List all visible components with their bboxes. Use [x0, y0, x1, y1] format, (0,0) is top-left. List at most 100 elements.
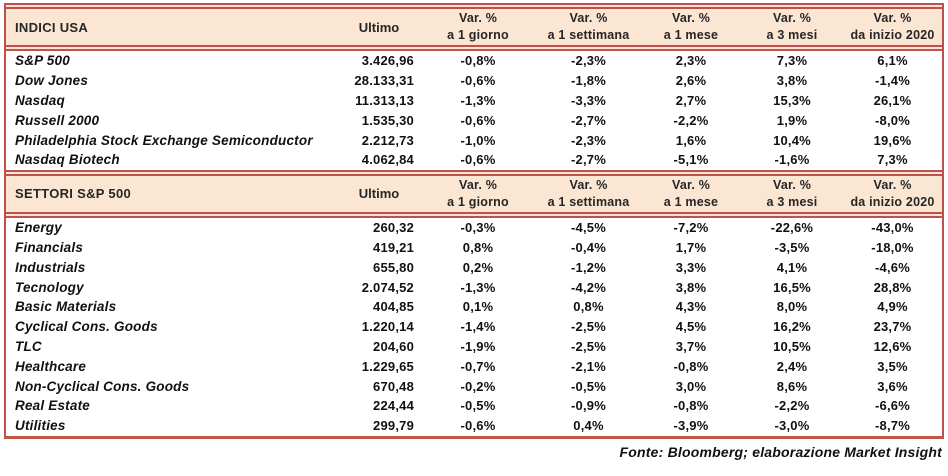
row-var-3months: -22,6% — [770, 220, 814, 236]
row-var-1week: -3,3% — [571, 92, 606, 108]
row-name: Russell 2000 — [15, 112, 100, 128]
row-var-1month: 1,7% — [675, 239, 707, 255]
var-label: Var. % — [772, 11, 812, 26]
row-name: Basic Materials — [15, 299, 117, 315]
section-header-band: INDICI USA Ultimo Var. % a 1 giorno Var. … — [6, 3, 942, 51]
market-table: INDICI USA Ultimo Var. % a 1 giorno Var. … — [4, 3, 944, 436]
table-row: Industrials 655,80 0,2% -1,2% 3,3% 4,1% … — [6, 257, 942, 278]
row-var-1week: -2,3% — [571, 132, 606, 148]
row-var-3months: -2,2% — [774, 398, 810, 414]
table-row: Dow Jones 28.133,31 -0,6% -1,8% 2,6% 3,8… — [6, 70, 942, 91]
source-footer: Fonte: Bloomberg; elaborazione Market In… — [619, 443, 942, 460]
row-var-ytd2020: -18,0% — [871, 239, 914, 255]
col-header-var-1month: Var. % a 1 mese — [641, 177, 741, 211]
var-period: da inizio 2020 — [850, 28, 935, 42]
row-var-3months: 16,2% — [773, 319, 811, 335]
row-var-1month: 3,8% — [675, 279, 707, 295]
row-ultimo-value: 1.220,14 — [361, 319, 414, 335]
row-var-1day: -0,8% — [460, 53, 496, 69]
row-var-1day: -0,5% — [460, 398, 496, 414]
row-var-3months: 15,3% — [773, 92, 811, 108]
row-var-ytd2020: -6,6% — [875, 398, 910, 414]
row-var-3months: 2,4% — [776, 358, 808, 374]
row-var-3months: 1,9% — [776, 112, 808, 128]
col-header-ultimo: Ultimo — [358, 19, 400, 35]
row-ultimo-value: 11.313,13 — [355, 92, 414, 108]
row-var-1week: -2,7% — [571, 152, 606, 168]
var-period: a 1 settimana — [547, 194, 630, 209]
row-ultimo-value: 4.062,84 — [361, 152, 414, 168]
row-var-1month: -0,8% — [673, 398, 709, 414]
row-var-1month: 2,7% — [675, 92, 707, 108]
row-name: Real Estate — [15, 398, 90, 414]
row-name: Financials — [15, 239, 84, 255]
row-ultimo-value: 2.074,52 — [361, 279, 414, 295]
row-var-1week: -2,5% — [571, 319, 606, 335]
row-var-ytd2020: 3,6% — [877, 378, 908, 394]
row-ultimo-value: 2.212,73 — [361, 132, 414, 148]
var-period: a 3 mesi — [766, 194, 818, 209]
row-var-1day: -1,3% — [460, 92, 496, 108]
row-ultimo-value: 28.133,31 — [354, 73, 414, 89]
table-row: Financials 419,21 0,8% -0,4% 1,7% -3,5% … — [6, 237, 942, 258]
row-var-1day: -0,6% — [460, 152, 496, 168]
row-var-ytd2020: 23,7% — [873, 319, 912, 335]
row-var-1day: -0,6% — [460, 418, 496, 434]
col-header-var-1month: Var. % a 1 mese — [641, 10, 741, 44]
row-var-1day: -0,7% — [460, 358, 496, 374]
row-name: Non-Cyclical Cons. Goods — [15, 378, 190, 394]
row-var-1week: -2,1% — [571, 358, 606, 374]
row-var-1day: -1,9% — [460, 338, 496, 354]
table-row: Basic Materials 404,85 0,1% 0,8% 4,3% 8,… — [6, 296, 942, 317]
row-var-1week: -4,5% — [571, 220, 606, 236]
row-ultimo-value: 670,48 — [373, 378, 414, 394]
table-bottom-rule — [4, 435, 944, 439]
row-var-3months: 16,5% — [773, 279, 811, 295]
row-var-3months: -3,5% — [774, 239, 810, 255]
row-name: Nasdaq — [15, 92, 65, 108]
row-var-ytd2020: 3,5% — [877, 358, 908, 374]
row-var-1week: -0,9% — [571, 398, 606, 414]
row-var-1day: -0,6% — [460, 73, 496, 89]
col-header-var-ytd2020: Var. % da inizio 2020 — [843, 10, 942, 44]
col-header-var-1week: Var. % a 1 settimana — [536, 10, 641, 44]
var-label: Var. % — [458, 177, 498, 192]
row-var-1month: 1,6% — [675, 132, 707, 148]
row-var-1day: -0,3% — [460, 220, 496, 236]
row-var-ytd2020: 12,6% — [873, 338, 912, 354]
row-var-1week: -2,3% — [571, 53, 606, 69]
table-row: Non-Cyclical Cons. Goods 670,48 -0,2% -0… — [6, 376, 942, 396]
row-var-3months: 10,5% — [773, 338, 811, 354]
var-label: Var. % — [873, 11, 912, 26]
row-ultimo-value: 655,80 — [373, 259, 414, 275]
row-name: Healthcare — [15, 358, 87, 374]
col-header-ultimo: Ultimo — [358, 186, 400, 202]
row-var-ytd2020: 7,3% — [877, 152, 908, 168]
var-label: Var. % — [458, 11, 498, 26]
row-var-ytd2020: 19,6% — [873, 132, 912, 148]
row-name: Tecnology — [15, 279, 84, 295]
section-header-band: SETTORI S&P 500 Ultimo Var. % a 1 giorno … — [6, 169, 942, 218]
table-row: Russell 2000 1.535,30 -0,6% -2,7% -2,2% … — [6, 110, 942, 131]
row-var-1week: -0,4% — [571, 239, 606, 255]
section-title: INDICI USA — [15, 19, 89, 35]
var-period: da inizio 2020 — [850, 194, 935, 209]
row-var-3months: 8,6% — [776, 378, 808, 394]
row-var-ytd2020: -4,6% — [875, 259, 910, 275]
var-label: Var. % — [772, 177, 812, 192]
row-var-ytd2020: 26,1% — [873, 92, 912, 108]
table-row: Nasdaq Biotech 4.062,84 -0,6% -2,7% -5,1… — [6, 149, 942, 170]
row-ultimo-value: 204,60 — [373, 338, 414, 354]
row-var-1month: 3,0% — [675, 378, 707, 394]
row-var-3months: -3,0% — [774, 418, 810, 434]
var-period: a 1 mese — [663, 28, 719, 42]
var-label: Var. % — [569, 177, 608, 192]
row-var-1month: -5,1% — [673, 152, 709, 168]
var-label: Var. % — [671, 11, 711, 26]
row-var-ytd2020: 6,1% — [877, 53, 908, 69]
table-row: Utilities 299,79 -0,6% 0,4% -3,9% -3,0% … — [6, 415, 942, 436]
table-row: Healthcare 1.229,65 -0,7% -2,1% -0,8% 2,… — [6, 356, 942, 377]
col-header-var-1week: Var. % a 1 settimana — [536, 177, 641, 211]
row-name: TLC — [15, 338, 42, 354]
row-var-3months: -1,6% — [774, 152, 810, 168]
